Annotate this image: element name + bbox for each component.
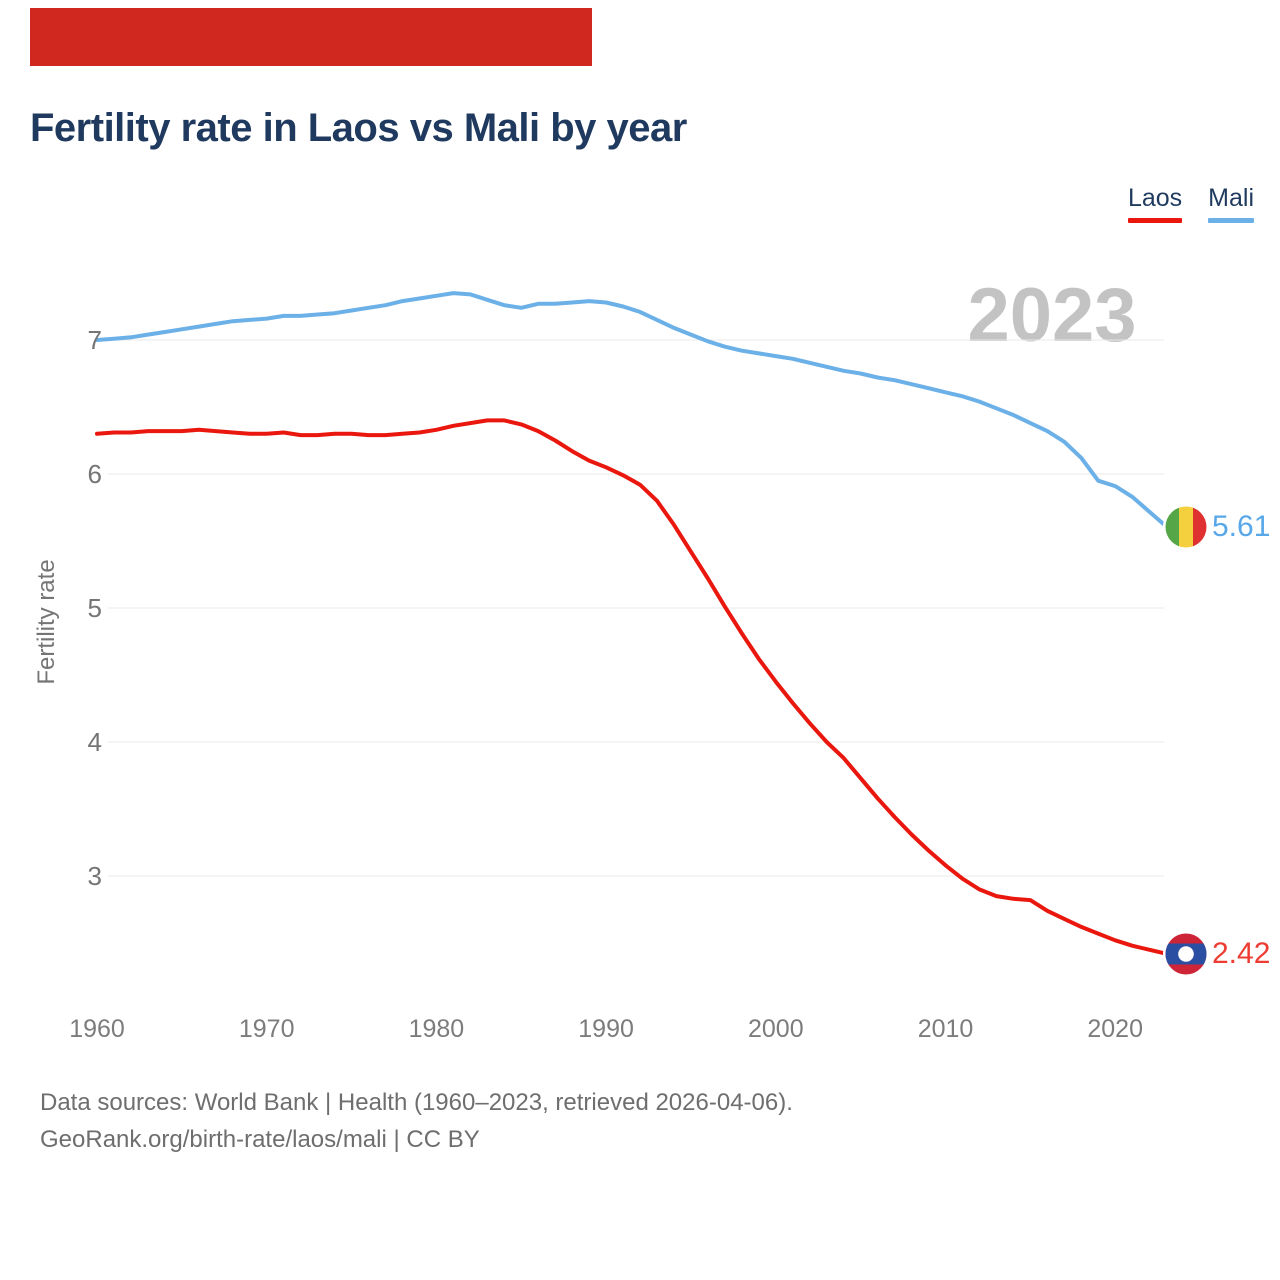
footer: Data sources: World Bank | Health (1960–… [40, 1084, 793, 1158]
y-tick-label: 7 [87, 325, 102, 355]
legend-underline-mali [1208, 218, 1254, 223]
y-tick-label: 3 [87, 861, 102, 891]
y-tick-label: 6 [87, 459, 102, 489]
mali-end-value: 5.61 [1212, 510, 1271, 543]
x-tick-label: 1970 [238, 1015, 295, 1043]
x-tick-label: 1960 [69, 1015, 125, 1043]
legend-underline-laos [1127, 218, 1183, 223]
attribution-line: GeoRank.org/birth-rate/laos/mali | CC BY [40, 1126, 480, 1153]
y-tick-label: 4 [87, 727, 102, 757]
legend-item-mali[interactable]: Mali [1208, 184, 1254, 223]
mali-flag-icon [1163, 504, 1209, 550]
chart-title: Fertility rate in Laos vs Mali by year [30, 106, 687, 150]
x-tick-label: 1980 [408, 1015, 465, 1043]
site-header-banner [30, 8, 592, 66]
x-tick-label: 2020 [1087, 1015, 1143, 1043]
laos-flag-icon [1163, 931, 1209, 977]
year-watermark: 2023 [967, 273, 1137, 358]
legend-item-laos[interactable]: Laos [1127, 184, 1183, 223]
line-mali [95, 291, 1169, 529]
x-tick-label: 2000 [747, 1015, 804, 1043]
x-tick-label: 2010 [917, 1015, 974, 1043]
y-axis-title: Fertility rate [33, 559, 60, 685]
legend-label-mali: Mali [1208, 184, 1254, 212]
x-tick-label: 1990 [578, 1015, 634, 1043]
y-tick-label: 5 [87, 593, 102, 623]
legend: Laos Mali [1127, 184, 1254, 223]
laos-end-value: 2.42 [1212, 937, 1271, 970]
line-laos [95, 418, 1169, 956]
legend-label-laos: Laos [1127, 184, 1183, 212]
data-sources-line: Data sources: World Bank | Health (1960–… [40, 1089, 793, 1116]
